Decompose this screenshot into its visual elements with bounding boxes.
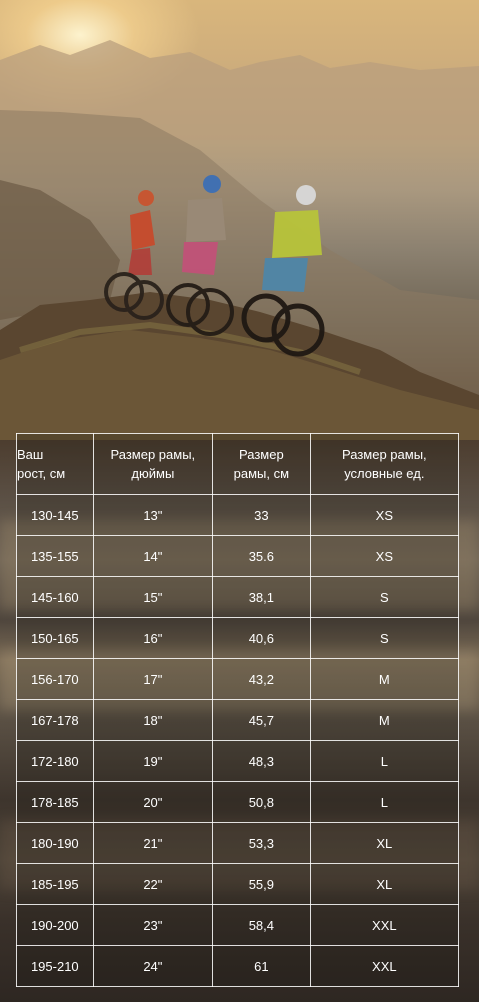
table-row: 178-185 20" 50,8 L	[16, 781, 460, 823]
cell-cm: 43,2	[212, 658, 311, 700]
cell-height: 195-210	[16, 945, 94, 987]
cell-cm: 58,4	[212, 904, 311, 946]
table-row: 145-160 15" 38,1 S	[16, 576, 460, 618]
cell-cm: 61	[212, 945, 311, 987]
table-row: 130-145 13" 33 XS	[16, 494, 460, 536]
cell-height: 190-200	[16, 904, 94, 946]
cell-cm: 53,3	[212, 822, 311, 864]
frame-size-table: Ваш рост, см Размер рамы, дюймы Размер р…	[16, 433, 460, 987]
table-header-row: Ваш рост, см Размер рамы, дюймы Размер р…	[16, 433, 460, 495]
header-height: Ваш рост, см	[16, 433, 94, 495]
cell-inches: 24"	[92, 945, 214, 987]
cell-cm: 50,8	[212, 781, 311, 823]
cell-height: 167-178	[16, 699, 94, 741]
cell-height: 130-145	[16, 494, 94, 536]
cell-height: 150-165	[16, 617, 94, 659]
cell-height: 172-180	[16, 740, 94, 782]
cell-inches: 22"	[92, 863, 214, 905]
cell-size: L	[309, 781, 460, 823]
table-row: 135-155 14" 35.6 XS	[16, 535, 460, 577]
cell-inches: 14"	[92, 535, 214, 577]
cell-size: XL	[309, 822, 460, 864]
cell-size: S	[309, 617, 460, 659]
cell-height: 185-195	[16, 863, 94, 905]
cell-inches: 16"	[92, 617, 214, 659]
cell-inches: 17"	[92, 658, 214, 700]
table-row: 156-170 17" 43,2 M	[16, 658, 460, 700]
cell-size: XS	[309, 535, 460, 577]
cell-height: 178-185	[16, 781, 94, 823]
table-row: 167-178 18" 45,7 M	[16, 699, 460, 741]
cell-size: L	[309, 740, 460, 782]
cell-cm: 48,3	[212, 740, 311, 782]
cell-cm: 40,6	[212, 617, 311, 659]
cell-inches: 23"	[92, 904, 214, 946]
cell-size: XXL	[309, 945, 460, 987]
cell-inches: 21"	[92, 822, 214, 864]
cell-size: M	[309, 658, 460, 700]
cell-height: 180-190	[16, 822, 94, 864]
cell-size: S	[309, 576, 460, 618]
cell-size: XL	[309, 863, 460, 905]
cell-inches: 13"	[92, 494, 214, 536]
cell-cm: 55,9	[212, 863, 311, 905]
cell-inches: 18"	[92, 699, 214, 741]
cell-inches: 19"	[92, 740, 214, 782]
table-row: 150-165 16" 40,6 S	[16, 617, 460, 659]
mountain-bikers-image	[0, 40, 479, 440]
rider-right	[241, 185, 325, 357]
cell-size: M	[309, 699, 460, 741]
cell-size: XXL	[309, 904, 460, 946]
cell-size: XS	[309, 494, 460, 536]
cell-cm: 45,7	[212, 699, 311, 741]
header-frame-inches: Размер рамы, дюймы	[92, 433, 214, 495]
table-row: 172-180 19" 48,3 L	[16, 740, 460, 782]
cell-cm: 33	[212, 494, 311, 536]
cell-cm: 35.6	[212, 535, 311, 577]
cell-height: 156-170	[16, 658, 94, 700]
header-frame-units: Размер рамы, условные ед.	[309, 433, 460, 495]
cell-cm: 38,1	[212, 576, 311, 618]
cell-inches: 20"	[92, 781, 214, 823]
rider-middle	[166, 175, 234, 336]
header-frame-cm: Размер рамы, см	[212, 433, 311, 495]
cell-height: 135-155	[16, 535, 94, 577]
rider-left	[104, 190, 164, 320]
table-row: 185-195 22" 55,9 XL	[16, 863, 460, 905]
cell-height: 145-160	[16, 576, 94, 618]
table-row: 180-190 21" 53,3 XL	[16, 822, 460, 864]
cell-inches: 15"	[92, 576, 214, 618]
table-row: 190-200 23" 58,4 XXL	[16, 904, 460, 946]
table-row: 195-210 24" 61 XXL	[16, 945, 460, 987]
